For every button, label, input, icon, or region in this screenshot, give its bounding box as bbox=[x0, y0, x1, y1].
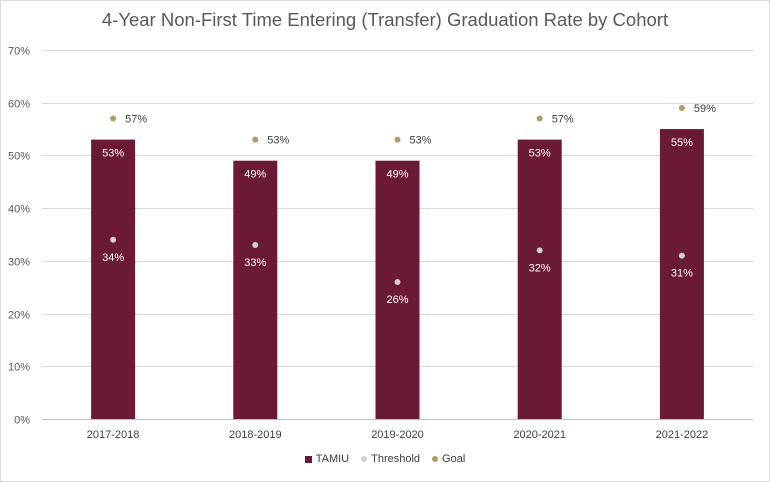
bar-data-label: 53% bbox=[102, 148, 124, 160]
goal-data-label: 53% bbox=[267, 135, 289, 147]
threshold-data-label: 31% bbox=[671, 268, 693, 280]
threshold-point bbox=[678, 252, 685, 259]
y-tick-label: 10% bbox=[8, 362, 30, 374]
legend-swatch-goal bbox=[432, 456, 439, 462]
threshold-point bbox=[252, 242, 259, 249]
y-tick-label: 20% bbox=[8, 310, 30, 322]
goal-point bbox=[110, 115, 117, 122]
bar-tamiu bbox=[233, 160, 278, 419]
x-tick-label: 2020-2021 bbox=[513, 429, 566, 441]
bar-tamiu bbox=[91, 139, 136, 419]
point-series: 34% 57% 33% 53% 26% 53% 32% 57% 31% 59% bbox=[102, 103, 716, 306]
chart-title: 4-Year Non-First Time Entering (Transfer… bbox=[101, 9, 669, 30]
y-axis-ticks: 0% 10% 20% 30% 40% 50% 60% 70% bbox=[8, 46, 30, 427]
goal-data-label: 57% bbox=[125, 114, 147, 126]
goal-data-label: 59% bbox=[694, 103, 716, 115]
x-tick-label: 2019-2020 bbox=[371, 429, 424, 441]
x-tick-label: 2017-2018 bbox=[87, 429, 140, 441]
threshold-point bbox=[110, 236, 117, 243]
legend-label-tamiu: TAMIU bbox=[315, 453, 350, 465]
goal-data-label: 53% bbox=[410, 135, 432, 147]
threshold-data-label: 32% bbox=[529, 262, 551, 274]
threshold-data-label: 33% bbox=[244, 257, 266, 269]
bar-tamiu bbox=[517, 139, 562, 419]
goal-point bbox=[536, 115, 543, 122]
x-tick-label: 2021-2022 bbox=[656, 429, 709, 441]
bar-tamiu bbox=[375, 160, 420, 419]
bar-tamiu bbox=[659, 129, 704, 420]
y-tick-label: 0% bbox=[14, 415, 30, 427]
goal-point bbox=[678, 104, 685, 111]
bar-data-label: 53% bbox=[529, 148, 551, 160]
x-tick-label: 2018-2019 bbox=[229, 429, 282, 441]
goal-data-label: 57% bbox=[552, 114, 574, 126]
legend-label-threshold: Threshold bbox=[371, 453, 421, 465]
goal-point bbox=[394, 136, 401, 143]
threshold-point bbox=[394, 278, 401, 285]
legend-label-goal: Goal bbox=[442, 453, 466, 465]
legend-swatch-threshold bbox=[361, 456, 368, 462]
threshold-data-label: 26% bbox=[386, 294, 408, 306]
legend-item-tamiu: TAMIU bbox=[304, 453, 350, 465]
y-tick-label: 70% bbox=[8, 46, 30, 58]
goal-point bbox=[252, 136, 259, 143]
bar-data-label: 49% bbox=[386, 169, 408, 181]
y-tick-label: 40% bbox=[8, 204, 30, 216]
bar-data-label: 55% bbox=[671, 137, 693, 149]
bar-data-label: 49% bbox=[244, 169, 266, 181]
x-axis-ticks: 2017-2018 2018-2019 2019-2020 2020-2021 2021… bbox=[87, 429, 708, 441]
bar-series: 53% 49% 49% 53% 55% bbox=[91, 129, 704, 420]
y-tick-label: 30% bbox=[8, 257, 30, 269]
y-tick-label: 60% bbox=[8, 99, 30, 111]
legend-swatch-tamiu bbox=[304, 455, 312, 463]
legend: TAMIU Threshold Goal bbox=[0, 453, 770, 465]
legend-item-threshold: Threshold bbox=[361, 453, 420, 465]
legend-item-goal: Goal bbox=[432, 453, 465, 465]
y-tick-label: 50% bbox=[8, 151, 30, 163]
threshold-point bbox=[536, 247, 543, 254]
threshold-data-label: 34% bbox=[102, 252, 124, 264]
